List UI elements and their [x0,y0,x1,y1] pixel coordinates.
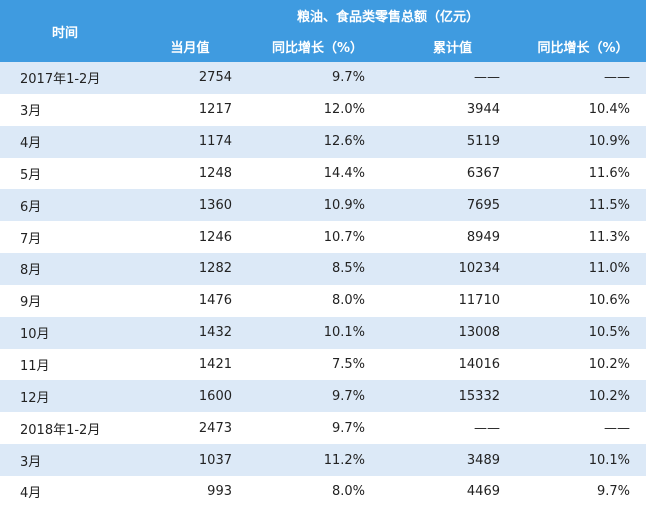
group-header: 粮油、食品类零售总额（亿元） [130,0,646,30]
period-cell: 9月 [20,295,42,311]
value-cell: 9.7% [596,484,631,500]
period-cell: 2018年1-2月 [20,422,101,438]
period-cell: 4月 [20,486,42,502]
value-cell: —— [604,420,631,436]
table-row: 7月 1246 10.7% 8949 11.3% [0,221,646,253]
table-row: 12月 1600 9.7% 15332 10.2% [0,380,646,413]
period-cell: 3月 [20,104,42,120]
value-cell: 7.5% [331,357,365,373]
table-row: 2018年1-2月 2473 9.7% —— —— [0,412,646,444]
period-cell: 3月 [0,444,130,476]
value-cell: 12.6% [250,125,385,158]
value-cell: —— [474,420,500,436]
value-cell: 9.7% [331,420,365,436]
period-cell: 10月 [0,316,130,349]
value-cell: 3489 [385,444,520,476]
period-cell: 7月 [20,231,42,247]
header-row: 时间 粮油、食品类零售总额（亿元） [0,0,646,62]
value-cell: 1600 [130,380,250,413]
column-header: 同比增长（%） [520,30,646,62]
value-cell: 5119 [385,125,520,158]
value-cell: 10.2% [520,380,646,413]
value-cell: 8.5% [250,253,385,285]
value-cell: 14016 [458,357,500,373]
value-cell: 9.7% [250,380,385,413]
header-row: 当月值 同比增长（%） 累计值 同比增长（%） [0,30,646,62]
value-cell: 2473 [198,420,232,436]
value-cell: 11.3% [588,229,631,245]
value-cell: 12.0% [323,102,365,118]
value-cell: 1282 [130,253,250,285]
value-cell: 2754 [130,62,250,94]
table-row: 4月 1174 12.6% 5119 10.9% [0,125,646,158]
value-cell: 11710 [458,293,500,309]
value-cell: 11.0% [520,253,646,285]
value-cell: 8.0% [331,293,365,309]
column-header: 当月值 [130,30,250,62]
value-cell: 11.2% [250,444,385,476]
value-cell: 10.7% [323,229,365,245]
value-cell: 10.9% [250,189,385,222]
period-cell: 8月 [0,253,130,285]
column-header: 同比增长（%） [250,30,385,62]
value-cell: 1246 [198,229,232,245]
table-row: 2017年1-2月 2754 9.7% —— —— [0,62,646,94]
table-row: 3月 1217 12.0% 3944 10.4% [0,94,646,126]
period-cell: 2017年1-2月 [0,62,130,94]
value-cell: 10.9% [520,125,646,158]
table-row: 5月 1248 14.4% 6367 11.6% [0,158,646,190]
table-row: 3月 1037 11.2% 3489 10.1% [0,444,646,476]
value-cell: —— [385,62,520,94]
value-cell: 10234 [385,253,520,285]
column-header: 累计值 [385,30,520,62]
value-cell: 1037 [130,444,250,476]
value-cell: 1432 [130,316,250,349]
value-cell: 7695 [385,189,520,222]
value-cell: 1174 [130,125,250,158]
value-cell: 993 [207,484,232,500]
value-cell: 10.4% [588,102,631,118]
value-cell: 14.4% [323,165,365,181]
period-cell: 6月 [0,189,130,222]
table-header: 时间 粮油、食品类零售总额（亿元） 当月值 同比增长（%） 累计值 同比增长（%… [0,0,646,62]
table-row: 10月 1432 10.1% 13008 10.5% [0,316,646,349]
value-cell: 1217 [198,102,232,118]
period-cell: 12月 [0,380,130,413]
value-cell: 9.7% [250,62,385,94]
value-cell: 13008 [385,316,520,349]
time-header: 时间 [0,0,130,62]
table-row: 11月 1421 7.5% 14016 10.2% [0,349,646,381]
value-cell: 1476 [198,293,232,309]
value-cell: 4469 [466,484,500,500]
value-cell: 10.1% [250,316,385,349]
table-row: 8月 1282 8.5% 10234 11.0% [0,253,646,285]
value-cell: 10.5% [520,316,646,349]
period-cell: 11月 [20,359,50,375]
value-cell: —— [520,62,646,94]
period-cell: 5月 [20,167,42,183]
value-cell: 8949 [466,229,500,245]
table-row: 6月 1360 10.9% 7695 11.5% [0,189,646,222]
value-cell: 15332 [385,380,520,413]
value-cell: 10.2% [588,357,631,373]
value-cell: 1421 [198,357,232,373]
value-cell: 8.0% [331,484,365,500]
table-row: 9月 1476 8.0% 11710 10.6% [0,285,646,317]
value-cell: 10.6% [588,293,631,309]
value-cell: 1248 [198,165,232,181]
value-cell: 3944 [466,102,500,118]
value-cell: 10.1% [520,444,646,476]
table-body: 2017年1-2月 2754 9.7% —— —— 3月 1217 12.0% 3944 10.4… [0,62,646,508]
value-cell: 1360 [130,189,250,222]
value-cell: 6367 [466,165,500,181]
value-cell: 11.6% [588,165,631,181]
period-cell: 4月 [0,125,130,158]
table-row: 4月 993 8.0% 4469 9.7% [0,476,646,508]
value-cell: 11.5% [520,189,646,222]
